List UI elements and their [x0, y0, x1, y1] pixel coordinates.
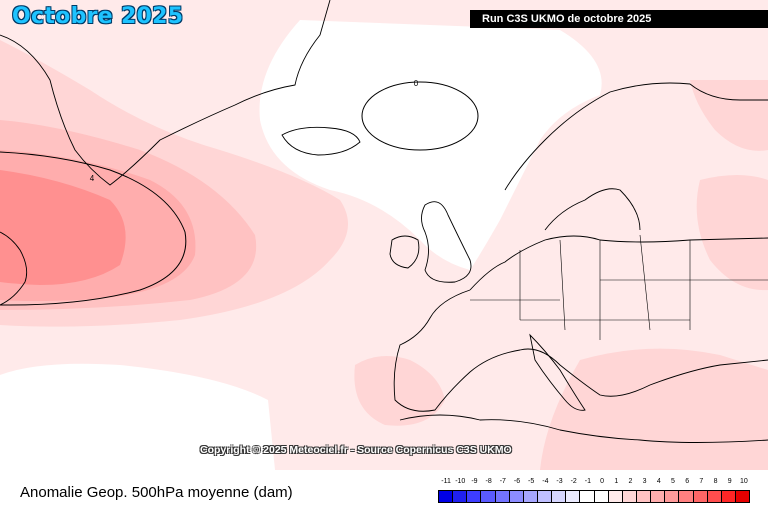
- country-borders: [470, 234, 768, 340]
- legend-tick-label: -3: [556, 478, 563, 485]
- legend-tick-label: -6: [513, 478, 521, 485]
- legend-tick-label: 5: [671, 478, 675, 485]
- legend-tick-label: -10: [455, 478, 466, 485]
- coast-italy: [529, 333, 586, 411]
- legend-swatch: [693, 491, 708, 502]
- contour-label-zero: 0: [414, 79, 419, 88]
- anomaly-zone-northeast: [690, 80, 768, 151]
- legend-tick-label: 8: [713, 478, 718, 485]
- coast-labrador: [0, 231, 28, 306]
- legend-swatch: [495, 491, 510, 502]
- contour-label-four: 4: [90, 174, 95, 183]
- legend-tick-label: 3: [642, 478, 647, 485]
- legend-swatch: [453, 491, 468, 502]
- anomaly-zone-pos-4: [0, 170, 126, 285]
- legend-swatch: [622, 491, 637, 502]
- legend-swatch: [594, 491, 609, 502]
- legend-swatch: [721, 491, 736, 502]
- anomaly-zone-southeast: [540, 348, 768, 470]
- contour-zero: [361, 81, 479, 151]
- legend-tick-label: 7: [699, 478, 704, 485]
- legend-tick-label: 4: [656, 478, 661, 485]
- anomaly-zone-east: [696, 175, 768, 291]
- legend-ticks: -11 -10 -9 -8 -7 -6 -5 -4 -3 -2 -1 0 1 2 3 4 5 6 7 8 9 10: [438, 478, 758, 488]
- coast-britain: [421, 201, 472, 283]
- legend-swatch: [552, 491, 567, 502]
- anomaly-map: 0 4: [0, 0, 768, 470]
- legend-swatch: [509, 491, 524, 502]
- legend-swatch: [636, 491, 652, 502]
- legend-swatch: [679, 491, 694, 502]
- coast-greenland: [0, 0, 331, 186]
- legend-swatch: [566, 491, 581, 502]
- legend-swatch: [580, 491, 595, 502]
- legend-swatch: [651, 491, 666, 502]
- legend-tick-label: 10: [740, 478, 748, 485]
- coast-scandinavia: [504, 82, 768, 231]
- legend-swatch: [523, 491, 538, 502]
- coast-iceland: [281, 126, 361, 156]
- run-label: Run C3S UKMO de octobre 2025: [470, 10, 768, 28]
- legend-swatch: [467, 491, 482, 502]
- legend-tick-label: -11: [441, 478, 451, 485]
- contour-four: [0, 151, 187, 306]
- anomaly-zone-iberia: [354, 356, 445, 426]
- legend-tick-label: 9: [727, 478, 732, 485]
- legend-tick-label: -4: [542, 478, 549, 485]
- legend-tick-label: 0: [600, 478, 605, 485]
- legend-tick-label: 6: [685, 478, 690, 485]
- legend-tick-label: 1: [614, 478, 619, 485]
- legend-swatch: [481, 491, 496, 502]
- coast-north-africa: [399, 414, 768, 443]
- legend-swatch: [665, 491, 680, 502]
- legend-swatch: [439, 491, 454, 502]
- copyright-notice: Copyright © 2025 Meteociel.fr - Source C…: [200, 444, 512, 456]
- coast-ireland: [389, 235, 420, 269]
- legend-tick-label: -1: [584, 478, 592, 485]
- legend-swatch: [608, 491, 623, 502]
- legend-bar: [438, 490, 750, 503]
- legend-tick-label: -9: [471, 478, 478, 485]
- legend-swatch: [537, 491, 553, 502]
- legend-tick-label: -7: [499, 478, 506, 485]
- anomaly-zone-neutral-north: [259, 20, 602, 270]
- legend-tick-label: -5: [528, 478, 535, 485]
- legend-tick-label: 2: [628, 478, 633, 485]
- legend-tick-label: -8: [485, 478, 492, 485]
- coastlines: [0, 0, 768, 443]
- legend-swatch: [735, 491, 750, 502]
- field-label: Anomalie Geop. 500hPa moyenne (dam): [20, 484, 293, 501]
- anomaly-zone-neutral-southwest: [0, 363, 275, 470]
- color-legend: -11 -10 -9 -8 -7 -6 -5 -4 -3 -2 -1 0 1 2 3 4 5 6 7 8 9 10: [438, 478, 758, 503]
- map-title: Octobre 2025: [12, 4, 184, 29]
- legend-tick-label: -2: [570, 478, 577, 485]
- legend-swatch: [707, 491, 722, 502]
